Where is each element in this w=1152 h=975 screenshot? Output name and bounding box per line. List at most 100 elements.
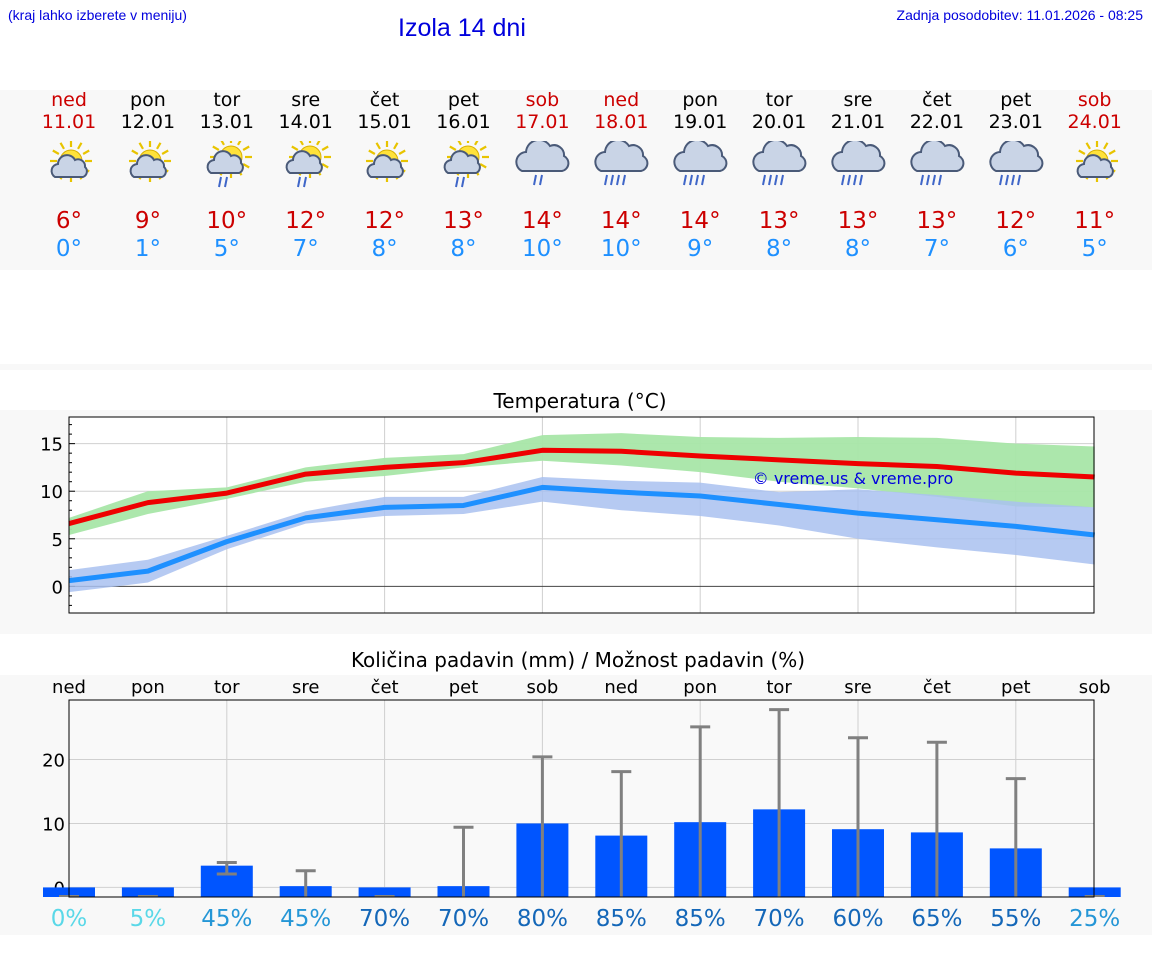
temp-min: 7° <box>292 236 319 262</box>
precipitation-chart-title: Količina padavin (mm) / Možnost padavin … <box>351 648 805 672</box>
day-date: 15.01 <box>357 111 412 133</box>
sun-cloud-icon <box>50 141 92 182</box>
location-menu-hint[interactable]: (kraj lahko izberete v meniju) <box>8 7 187 23</box>
day-name: sre <box>843 89 873 111</box>
precip-probability: 5% <box>130 906 167 932</box>
day-column: čet 22.01 13° 7° <box>897 89 977 263</box>
cloud-heavy-rain-icon <box>831 141 886 186</box>
min-temp-range-band <box>69 476 1095 593</box>
temp-max: 14° <box>522 208 563 234</box>
day-column: ned 11.01 6° 0° <box>29 89 109 263</box>
day-name: pon <box>682 89 719 111</box>
temp-max: 12° <box>364 208 405 234</box>
day-name: ned <box>51 89 87 111</box>
day-column: pet 23.01 12° 6° <box>976 89 1056 263</box>
cloud-rain-icon <box>515 141 570 186</box>
category-label: pet <box>449 677 479 698</box>
temp-min: 6° <box>1002 236 1029 262</box>
temp-min: 10° <box>522 236 563 262</box>
last-update: Zadnja posodobitev: 11.01.2026 - 08:25 <box>896 7 1143 23</box>
category-label: sre <box>292 677 319 698</box>
day-date: 22.01 <box>909 111 965 133</box>
day-name: pet <box>447 89 480 111</box>
category-label: pon <box>131 677 165 698</box>
day-column: pon 12.01 9° 1° <box>108 89 188 263</box>
category-label: tor <box>214 677 240 698</box>
precip-bar <box>358 887 411 897</box>
max-temp-range-band <box>69 433 1095 535</box>
category-label: sob <box>1079 677 1111 698</box>
precip-error-bar <box>453 825 474 897</box>
day-column: tor 20.01 13° 8° <box>739 89 819 263</box>
day-column: sob 17.01 14° 10° <box>502 89 582 263</box>
watermark: © vreme.us & vreme.pro <box>753 469 954 488</box>
cloud-heavy-rain-icon <box>594 141 649 186</box>
precip-probability: 65% <box>911 906 962 932</box>
temp-max: 11° <box>1074 208 1116 234</box>
precip-probability: 70% <box>359 906 410 932</box>
day-name: tor <box>213 89 241 111</box>
temp-max: 13° <box>443 208 484 234</box>
temp-max: 12° <box>995 208 1037 234</box>
day-date: 21.01 <box>830 111 886 133</box>
temp-max: 6° <box>55 208 83 234</box>
precip-bar <box>121 887 174 897</box>
precip-error-bar <box>611 770 632 897</box>
y-tick-label: 10 <box>42 814 65 835</box>
temp-max: 12° <box>285 208 327 234</box>
day-date: 16.01 <box>436 111 491 133</box>
precip-error-bar <box>690 725 711 897</box>
precipitation-chart: Količina padavin (mm) / Možnost padavin … <box>42 648 1121 932</box>
day-name: pet <box>1000 89 1032 111</box>
day-name: sob <box>525 89 560 111</box>
precip-probability: 25% <box>1069 906 1120 932</box>
day-date: 11.01 <box>41 111 97 133</box>
day-date: 12.01 <box>120 111 176 133</box>
precip-probability: 60% <box>832 906 883 932</box>
separator-band <box>0 364 1152 370</box>
precip-error-bar <box>848 736 868 897</box>
temp-min: 5° <box>213 236 240 262</box>
day-date: 19.01 <box>672 111 728 133</box>
temp-max: 10° <box>206 208 248 234</box>
cloud-heavy-rain-icon <box>752 141 807 186</box>
precip-error-bar <box>1005 777 1026 897</box>
temp-min: 1° <box>134 236 161 262</box>
y-tick-label: 10 <box>40 482 63 503</box>
temp-max: 13° <box>758 208 800 234</box>
temp-max: 14° <box>600 208 642 234</box>
sun-cloud-rain-icon <box>285 141 331 188</box>
precip-probability: 85% <box>596 906 647 932</box>
day-column: pet 16.01 13° 8° <box>424 89 504 263</box>
min-temp-line <box>68 484 1095 584</box>
category-label: čet <box>923 677 951 698</box>
category-label: pet <box>1001 677 1031 698</box>
day-column: sre 14.01 12° 7° <box>266 89 346 263</box>
precip-error-bar <box>295 869 316 897</box>
day-name: ned <box>603 89 640 111</box>
day-date: 20.01 <box>751 111 807 133</box>
y-tick-label: 0 <box>52 577 63 598</box>
day-date: 13.01 <box>199 111 254 133</box>
sun-cloud-rain-icon <box>443 141 489 188</box>
day-date: 18.01 <box>594 111 649 133</box>
day-column: ned 18.01 14° 10° <box>581 89 661 263</box>
cloud-heavy-rain-icon <box>910 141 965 186</box>
precip-error-bar <box>532 755 553 897</box>
day-name: sre <box>291 89 321 111</box>
y-tick-label: 15 <box>40 435 63 456</box>
max-temp-line <box>68 447 1095 526</box>
category-label: čet <box>371 677 399 698</box>
category-label: sre <box>844 677 871 698</box>
temperature-chart-title: Temperatura (°C) <box>492 389 666 413</box>
sun-cloud-rain-icon <box>206 141 252 188</box>
precip-probability: 45% <box>201 906 252 932</box>
temp-min: 9° <box>687 236 714 262</box>
temp-min: 5° <box>1081 236 1108 262</box>
day-date: 14.01 <box>278 111 333 133</box>
precip-error-bar <box>926 740 947 897</box>
day-name: čet <box>369 89 400 111</box>
day-name: sob <box>1077 89 1112 111</box>
temp-max: 13° <box>916 208 958 234</box>
category-label: ned <box>52 677 86 698</box>
